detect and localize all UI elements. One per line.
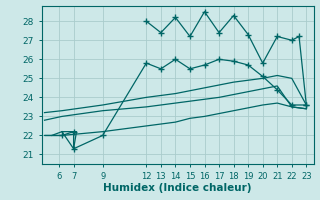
X-axis label: Humidex (Indice chaleur): Humidex (Indice chaleur)	[103, 183, 252, 193]
